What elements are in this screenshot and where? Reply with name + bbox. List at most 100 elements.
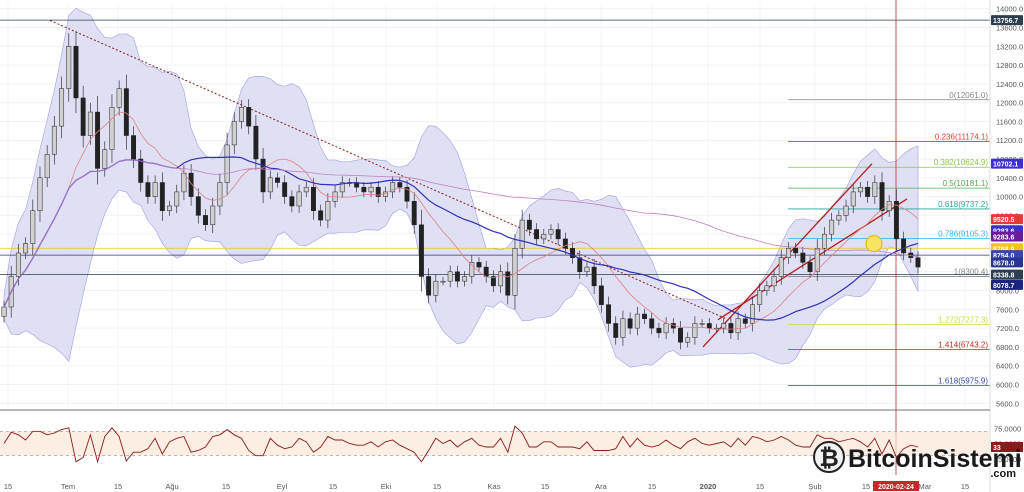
- x-tick-label: Ağu: [165, 482, 178, 491]
- candle-body: [627, 318, 633, 329]
- fib-label: 0(12061.0): [949, 91, 988, 100]
- bitcoin-logo-icon: [813, 441, 845, 473]
- candle-body: [246, 107, 252, 127]
- candle-body: [591, 266, 597, 287]
- candle-body: [447, 271, 453, 282]
- x-axis: 15 Tem 15 Ağu 15 Eyl 15 Eki 15 Kas 15 Ara 15 2020 15 Şu…: [4, 481, 969, 491]
- bitcoin-logo-glyph: ₿: [819, 445, 839, 472]
- candle-body: [102, 149, 108, 169]
- candle-body: [498, 271, 504, 287]
- candle-body: [634, 313, 640, 329]
- price-tag: [991, 15, 1023, 26]
- candle-body: [116, 88, 122, 108]
- candlesticks: [1, 31, 921, 350]
- price-tag-label: 8078.7: [993, 283, 1015, 290]
- date-tag-label: 2020-02-24: [878, 484, 914, 491]
- candle-body: [771, 276, 777, 287]
- fib-label: 1(8300.4): [954, 267, 989, 276]
- x-tick-label: 15: [862, 482, 870, 491]
- candle-body: [73, 46, 79, 99]
- y-tick-label: 12000.0: [996, 99, 1023, 108]
- candle-body: [203, 215, 208, 226]
- x-tick-label: Tem: [61, 482, 75, 491]
- y-tick-label: 12400.0: [996, 80, 1023, 89]
- watermark: ₿ BitcoinSistemi.com: [813, 441, 1022, 480]
- y-tick-label: 7200.0: [996, 324, 1019, 333]
- candle-body: [109, 107, 115, 150]
- candle-body: [66, 46, 72, 89]
- x-tick-label: Ara: [595, 482, 608, 491]
- watermark-text: BitcoinSistemi: [848, 445, 1022, 473]
- candle-body: [829, 219, 835, 235]
- candle-body: [548, 229, 554, 235]
- price-tag: [991, 158, 1023, 169]
- candle-body: [95, 111, 101, 169]
- rsi-tag: [991, 441, 1023, 452]
- candle-body: [131, 135, 136, 160]
- price-tag: [991, 269, 1023, 280]
- candle-body: [577, 257, 583, 273]
- candle-body: [80, 97, 86, 136]
- markers: [865, 235, 883, 253]
- candle-body: [275, 177, 280, 183]
- candle-body: [562, 238, 568, 249]
- candle-body: [37, 177, 43, 211]
- channel-lower: [717, 198, 908, 321]
- candle-body: [584, 266, 590, 273]
- candle-body: [570, 248, 576, 258]
- y-tick-label: 5600.0: [996, 399, 1019, 408]
- ma-200: [3, 159, 919, 308]
- candle-body: [901, 238, 907, 254]
- candle-body: [296, 191, 302, 207]
- candle-body: [440, 280, 446, 283]
- candle-body: [857, 186, 863, 193]
- candle-body: [224, 144, 230, 183]
- date-tag: [873, 481, 919, 491]
- candle-body: [318, 210, 324, 221]
- candle-body: [454, 271, 460, 282]
- candle-body: [534, 229, 540, 240]
- fib-label: 0.382(10624.9): [934, 158, 989, 167]
- candle-body: [526, 219, 532, 230]
- bollinger-fill: [3, 7, 919, 368]
- candle-body: [253, 125, 259, 160]
- fib-label: 0.786(9105.3): [938, 230, 988, 239]
- price-tag-label: 8338.8: [993, 273, 1015, 280]
- candle-body: [1, 306, 7, 317]
- candle-body: [814, 248, 820, 273]
- candle-body: [195, 196, 201, 216]
- y-tick-label: 14000.0: [996, 5, 1023, 14]
- fib-label: 1.618(5975.9): [938, 377, 988, 386]
- candle-body: [260, 158, 266, 193]
- candle-body: [325, 201, 331, 221]
- fib-label: 0.618(9737.2): [938, 200, 988, 209]
- candle-body: [174, 191, 180, 207]
- candle-body: [541, 233, 547, 240]
- highlight-circle: [865, 235, 883, 253]
- rsi-tick-label: 75.0000: [994, 424, 1021, 433]
- candle-body: [742, 318, 748, 324]
- candle-body: [642, 313, 647, 319]
- candle-body: [476, 262, 482, 268]
- candle-body: [44, 154, 50, 179]
- candle-body: [555, 229, 561, 240]
- candle-body: [181, 172, 187, 193]
- candle-body: [692, 323, 698, 338]
- price-tag: [991, 279, 1023, 290]
- candle-body: [519, 219, 525, 249]
- candle-body: [282, 182, 288, 197]
- price-tag: [991, 231, 1023, 242]
- candle-body: [821, 233, 827, 249]
- candle-body: [145, 182, 151, 197]
- candle-body: [267, 177, 273, 193]
- candle-body: [750, 304, 755, 324]
- candle-body: [469, 262, 475, 277]
- candle-body: [620, 318, 626, 338]
- ma-short: [3, 111, 919, 330]
- x-tick-label: 15: [329, 482, 337, 491]
- price-tags: 13756.710702.19520.59283.69283.68768.987…: [991, 15, 1023, 290]
- candle-body: [850, 191, 856, 207]
- candle-body: [872, 182, 878, 197]
- candle-body: [786, 248, 791, 258]
